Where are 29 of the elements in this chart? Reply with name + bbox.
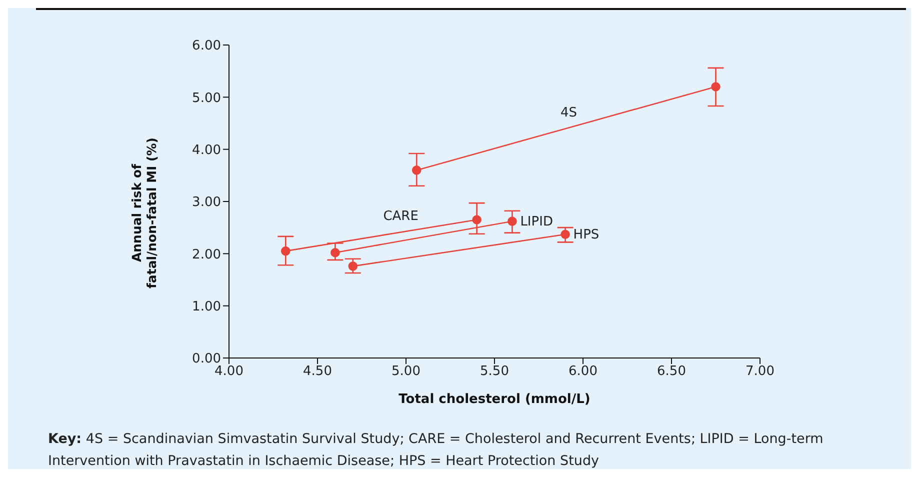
x-tick-label: 5.00 [392, 364, 420, 380]
point [330, 248, 340, 258]
x-tick-label: 4.00 [214, 364, 244, 380]
y-tick-label: 2.00 [192, 247, 221, 262]
y-tick-label: 5.00 [192, 90, 221, 106]
y-axis-title: Annual risk of fatal/non-fatal MI (%) [129, 136, 159, 291]
point [412, 166, 422, 175]
x-tick-label: 7.00 [746, 364, 774, 380]
point [280, 246, 290, 256]
series-label: LIPID [520, 214, 553, 230]
y-tick-label: 6.00 [192, 38, 221, 54]
x-tick-label: 6.50 [657, 364, 686, 380]
y-tick-label: 4.00 [192, 142, 221, 158]
series-label: CARE [383, 208, 418, 224]
point [472, 215, 482, 224]
text: Key: 4S = Scandinavian Simvastatin Survival Study; CARE = Cholesterol and Recurrent Events; LIPID = Long-term Intervention with Pravastatin in Ischaemic Disease; HPS = Heart Protection Study [48, 430, 824, 471]
point [508, 216, 517, 226]
x-tick-label: 4.50 [303, 364, 332, 380]
x-tick-label: 6.00 [568, 364, 598, 380]
series-label: 4S [560, 106, 578, 121]
y-tick-label: 0.00 [192, 352, 221, 367]
series-label: HPS [573, 227, 600, 242]
x-tick-label: 5.50 [480, 364, 509, 380]
y-tick-label: 3.00 [192, 195, 221, 210]
x-axis-title: Total cholesterol (mmol/L) [398, 392, 590, 407]
point [711, 82, 720, 92]
point [560, 230, 570, 240]
y-tick-label: 1.00 [192, 299, 221, 314]
point [348, 262, 358, 271]
